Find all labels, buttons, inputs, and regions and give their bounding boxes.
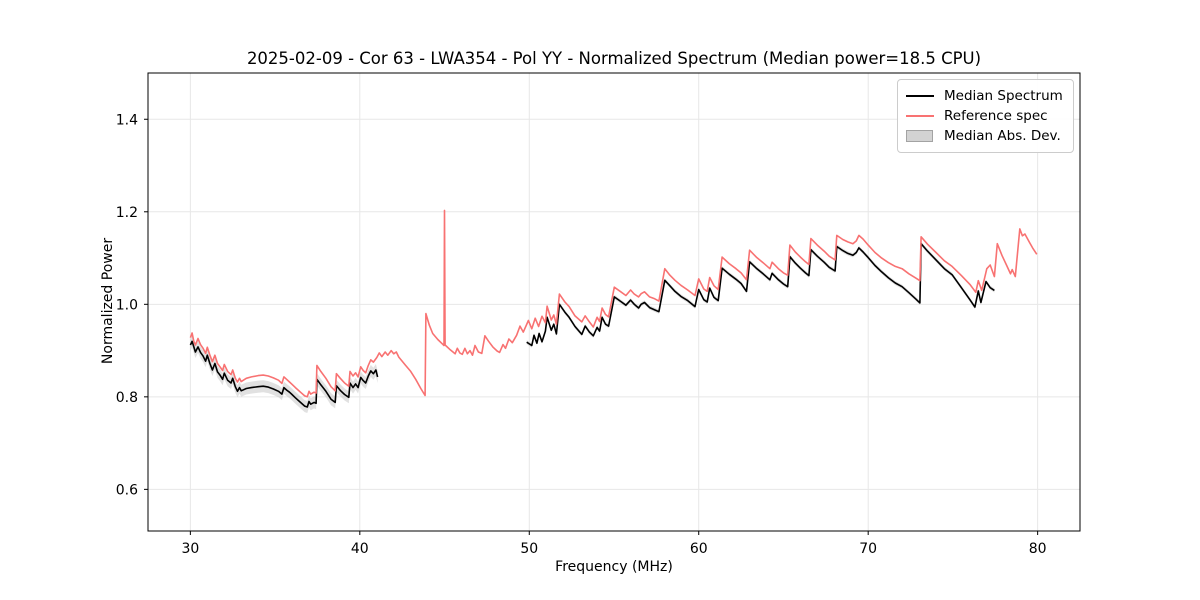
mad-band — [190, 335, 378, 413]
x-tick-label: 40 — [351, 541, 369, 557]
y-tick-label: 1.4 — [116, 112, 138, 128]
mad-band-patch-swatch — [906, 130, 934, 142]
x-axis-label: Frequency (MHz) — [555, 559, 673, 575]
legend-item-median-spectrum: Median Spectrum — [906, 86, 1065, 106]
x-tick-label: 80 — [1029, 541, 1047, 557]
chart-title: 2025-02-09 - Cor 63 - LWA354 - Pol YY - … — [246, 49, 982, 68]
legend-label: Reference spec — [944, 108, 1048, 124]
reference-spec-line — [189, 209, 1038, 398]
x-tick-label: 50 — [520, 541, 538, 557]
y-tick-label: 1.0 — [116, 297, 138, 313]
median-spectrum-line — [189, 340, 379, 408]
legend-label: Median Abs. Dev. — [944, 128, 1061, 144]
legend-box: Median Spectrum Reference spec Median Ab… — [897, 79, 1074, 153]
x-tick-label: 70 — [859, 541, 877, 557]
legend-label: Median Spectrum — [944, 88, 1063, 104]
mad-band — [526, 241, 995, 348]
y-tick-label: 1.2 — [116, 205, 138, 221]
x-tick-label: 30 — [181, 541, 199, 557]
median-spectrum-line-swatch — [906, 95, 934, 97]
y-axis-label: Normalized Power — [100, 237, 116, 365]
axes-frame — [147, 72, 1081, 532]
median-spectrum-line — [526, 242, 995, 347]
y-tick-label: 0.6 — [116, 482, 138, 498]
legend-item-median-abs-dev: Median Abs. Dev. — [906, 126, 1065, 146]
legend-item-reference-spec: Reference spec — [906, 106, 1065, 126]
y-tick-label: 0.8 — [116, 390, 138, 406]
x-tick-label: 60 — [690, 541, 708, 557]
reference-spec-line-swatch — [906, 115, 934, 117]
